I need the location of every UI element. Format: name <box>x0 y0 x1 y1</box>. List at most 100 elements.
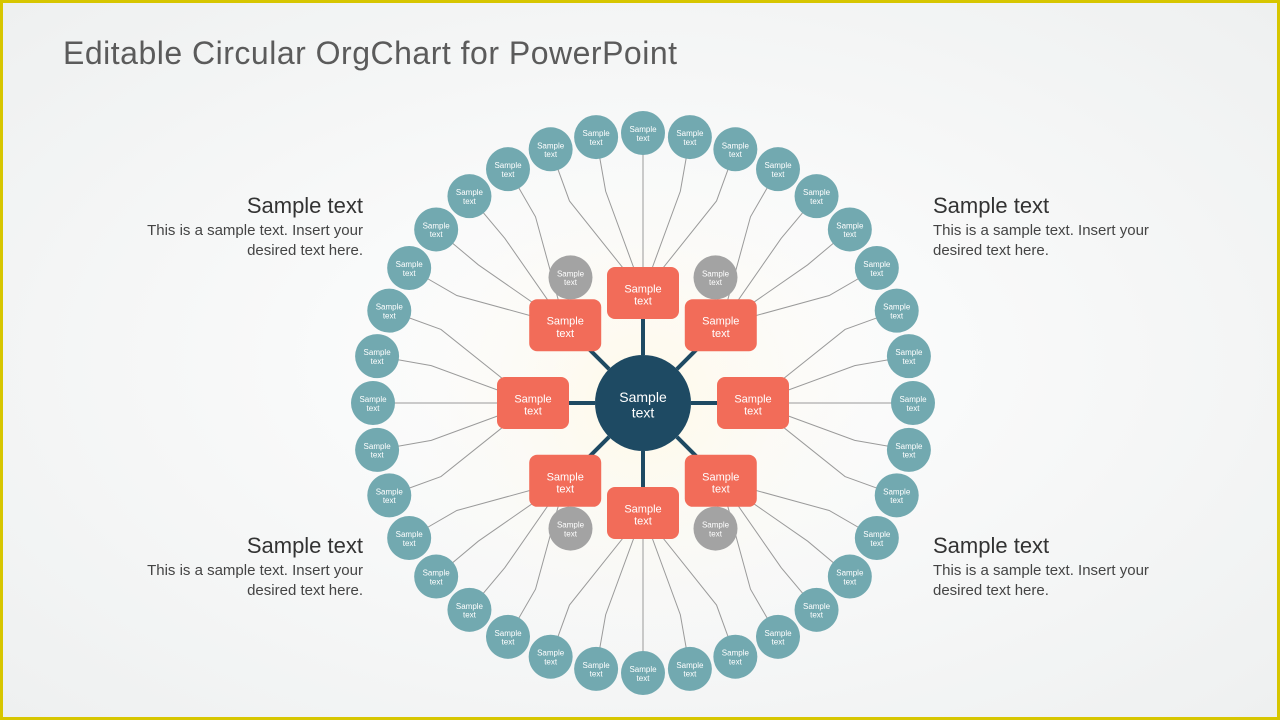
outer-connector <box>436 229 565 325</box>
svg-text:Sampletext: Sampletext <box>456 602 484 620</box>
gray-connector <box>716 277 721 325</box>
spoke-line <box>677 437 721 481</box>
leaf-node <box>621 651 665 695</box>
svg-text:Sampletext: Sampletext <box>547 471 584 495</box>
svg-text:Sampletext: Sampletext <box>895 348 923 366</box>
leaf-node <box>486 147 530 191</box>
svg-text:Sampletext: Sampletext <box>722 649 750 667</box>
sub-node <box>694 507 738 551</box>
annotation-body: This is a sample text. Insert your desir… <box>933 221 1193 260</box>
outer-connector <box>753 356 909 403</box>
svg-text:Sampletext: Sampletext <box>676 661 704 679</box>
orgchart-svg: Sampletext Sampletext Sampletext Sampletext… <box>3 3 1280 720</box>
branch-node <box>717 377 789 429</box>
svg-text:Sampletext: Sampletext <box>895 442 923 460</box>
leaf-node <box>756 615 800 659</box>
svg-text:Sampletext: Sampletext <box>702 471 739 495</box>
leaf-node <box>855 246 899 290</box>
branch-node <box>529 455 601 507</box>
annotation-bottom-left: Sample text This is a sample text. Inser… <box>103 533 363 600</box>
annotation-heading: Sample text <box>103 533 363 559</box>
branch-node <box>685 455 757 507</box>
center-node <box>595 355 691 451</box>
leaf-node <box>414 207 458 251</box>
svg-text:Sampletext: Sampletext <box>764 161 792 179</box>
leaf-node <box>367 289 411 333</box>
leaf-node <box>387 246 431 290</box>
svg-text:Sampletext: Sampletext <box>734 393 771 417</box>
outer-connector <box>643 513 735 657</box>
branch-node <box>607 267 679 319</box>
svg-text:Sampletext: Sampletext <box>514 393 551 417</box>
leaf-node <box>574 647 618 691</box>
leaf-node <box>795 174 839 218</box>
leaf-node <box>355 334 399 378</box>
sub-node <box>549 507 593 551</box>
sub-node <box>694 255 738 299</box>
svg-text:Sampletext: Sampletext <box>557 521 585 539</box>
outer-connector <box>551 513 643 657</box>
leaf-node <box>828 555 872 599</box>
outer-connector <box>596 137 643 293</box>
svg-text:Sampletext: Sampletext <box>803 602 831 620</box>
outer-connector <box>551 149 643 293</box>
annotation-body: This is a sample text. Insert your desir… <box>103 221 363 260</box>
leaf-node <box>529 127 573 171</box>
svg-text:Sampletext: Sampletext <box>494 629 522 647</box>
annotation-heading: Sample text <box>103 193 363 219</box>
connectors-layer <box>373 133 913 673</box>
branch-node <box>607 487 679 539</box>
leaf-node <box>795 588 839 632</box>
outer-connector <box>721 481 850 577</box>
outer-connector <box>721 229 850 325</box>
slide-frame: Editable Circular OrgChart for PowerPoin… <box>0 0 1280 720</box>
leaf-node <box>887 334 931 378</box>
branch-node <box>497 377 569 429</box>
annotation-body: This is a sample text. Insert your desir… <box>103 561 363 600</box>
annotation-top-right: Sample text This is a sample text. Inser… <box>933 193 1193 260</box>
leaf-node <box>486 615 530 659</box>
outer-connector <box>721 196 817 325</box>
outer-connector <box>389 403 533 495</box>
outer-connector <box>753 403 909 450</box>
svg-text:Sampletext: Sampletext <box>396 530 424 548</box>
leaf-node <box>529 635 573 679</box>
outer-connector <box>469 481 565 610</box>
svg-text:Sampletext: Sampletext <box>836 569 864 587</box>
svg-text:Sampletext: Sampletext <box>396 260 424 278</box>
leaf-node <box>887 428 931 472</box>
gray-connector <box>565 277 570 325</box>
svg-text:Sampletext: Sampletext <box>423 222 451 240</box>
outer-connector <box>436 481 565 577</box>
leaf-node <box>875 473 919 517</box>
outer-connector <box>753 311 897 403</box>
spoke-line <box>565 437 609 481</box>
outer-connector <box>721 481 778 637</box>
annotation-heading: Sample text <box>933 533 1193 559</box>
svg-text:Sampletext: Sampletext <box>583 129 611 147</box>
outer-connector <box>508 169 565 325</box>
outer-connector <box>377 356 533 403</box>
outer-connector <box>753 403 897 495</box>
outer-connector <box>721 268 877 325</box>
slide-title: Editable Circular OrgChart for PowerPoin… <box>63 35 678 72</box>
outer-connector <box>643 149 735 293</box>
nodes-layer: Sampletext Sampletext Sampletext Sampletext… <box>351 111 935 695</box>
svg-text:Sampletext: Sampletext <box>537 141 565 159</box>
svg-text:Sampletext: Sampletext <box>537 649 565 667</box>
svg-text:Sampletext: Sampletext <box>863 530 891 548</box>
svg-text:Sampletext: Sampletext <box>624 283 661 307</box>
leaf-node <box>351 381 395 425</box>
svg-text:Sampletext: Sampletext <box>423 569 451 587</box>
leaf-node <box>574 115 618 159</box>
leaf-node <box>668 647 712 691</box>
gray-connector <box>716 481 721 529</box>
gray-connector <box>565 481 570 529</box>
svg-text:Sampletext: Sampletext <box>899 395 927 413</box>
svg-text:Sampletext: Sampletext <box>376 303 404 321</box>
svg-text:Sampletext: Sampletext <box>702 316 739 340</box>
leaf-node <box>447 174 491 218</box>
outer-connector <box>409 481 565 538</box>
annotation-heading: Sample text <box>933 193 1193 219</box>
leaf-node <box>828 207 872 251</box>
